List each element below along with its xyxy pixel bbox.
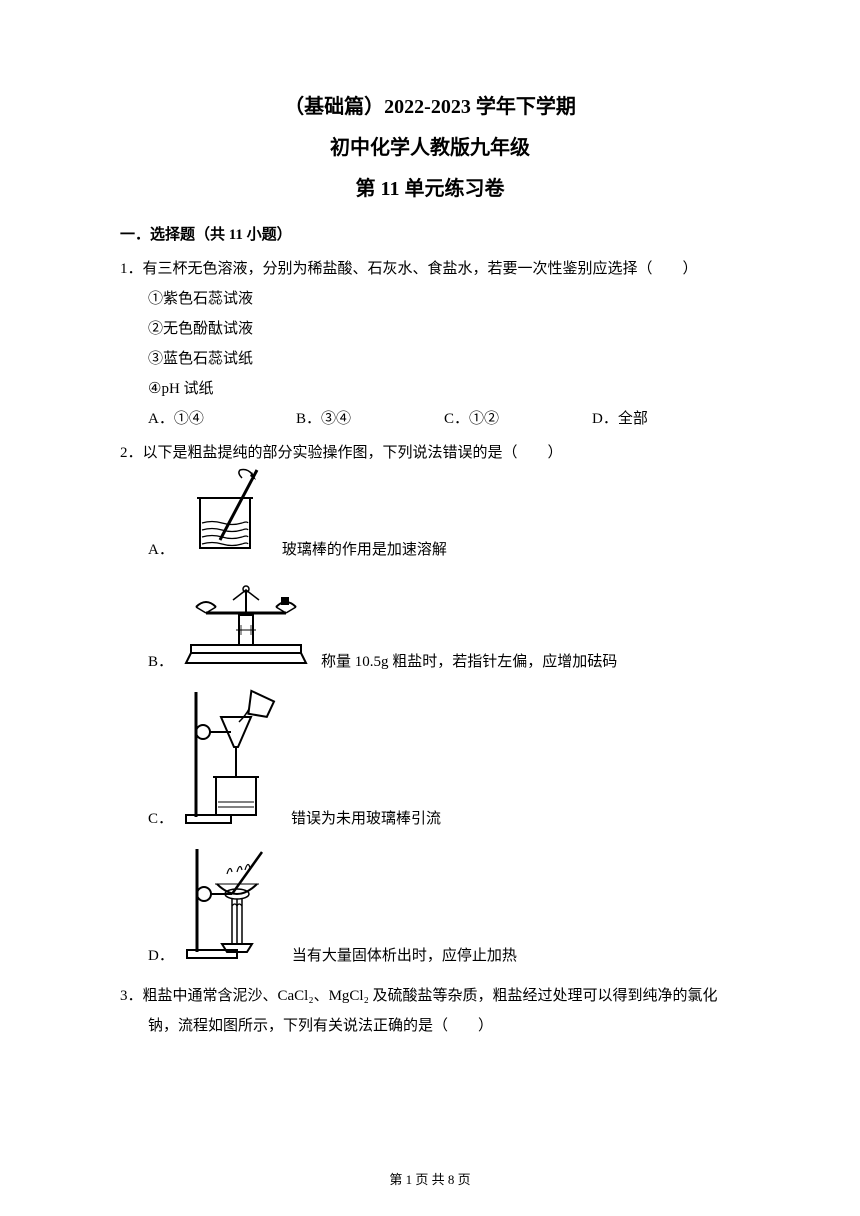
- q1-option-b: B．③④: [296, 404, 444, 434]
- q1-stem: 1．有三杯无色溶液，分别为稀盐酸、石灰水、食盐水，若要一次性鉴别应选择（ ）: [120, 254, 740, 284]
- q1-item-2: ②无色酚酞试液: [120, 314, 740, 344]
- q2-c-label: C．: [148, 804, 173, 838]
- q2-b-label: B．: [148, 647, 173, 681]
- q3-stem-line1: 3．粗盐中通常含泥沙、CaCl₂、MgCl₂ 及硫酸盐等杂质，粗盐经过处理可以得…: [120, 981, 740, 1011]
- title-line-1: （基础篇）2022-2023 学年下学期: [120, 90, 740, 119]
- q2-d-label: D．: [148, 941, 174, 975]
- q1-option-c: C．①②: [444, 404, 592, 434]
- question-1: 1．有三杯无色溶液，分别为稀盐酸、石灰水、食盐水，若要一次性鉴别应选择（ ） ①…: [120, 254, 740, 434]
- q1-item-1: ①紫色石蕊试液: [120, 284, 740, 314]
- evaporation-figure: [182, 844, 282, 975]
- title-line-3: 第 11 单元练习卷: [120, 172, 740, 201]
- q2-option-b: B． 称量 10.5g 粗盐时，若指针: [120, 575, 740, 681]
- q3-stem-line2: 钠，流程如图所示，下列有关说法正确的是（ ）: [120, 1011, 740, 1041]
- q1-option-d: D．全部: [592, 404, 740, 434]
- q2-option-c: C． 错误为未用玻璃棒引流: [120, 687, 740, 838]
- q2-a-desc: 玻璃棒的作用是加速溶解: [282, 535, 447, 569]
- balance-scale-figure: [181, 575, 311, 681]
- q2-b-desc: 称量 10.5g 粗盐时，若指针左偏，应增加砝码: [321, 647, 617, 681]
- q1-option-a: A．①④: [148, 404, 296, 434]
- filtration-figure: [181, 687, 281, 838]
- q1-options: A．①④ B．③④ C．①② D．全部: [120, 404, 740, 434]
- q2-d-desc: 当有大量固体析出时，应停止加热: [292, 941, 517, 975]
- question-2: 2．以下是粗盐提纯的部分实验操作图，下列说法错误的是（ ） A． 玻璃棒的作用是…: [120, 438, 740, 975]
- title-line-2: 初中化学人教版九年级: [120, 131, 740, 160]
- q2-option-d: D． 当有大量固体析出时，应停止加热: [120, 844, 740, 975]
- q2-stem: 2．以下是粗盐提纯的部分实验操作图，下列说法错误的是（ ）: [120, 438, 740, 468]
- page-footer: 第 1 页 共 8 页: [0, 1169, 860, 1188]
- q2-a-label: A．: [148, 535, 174, 569]
- q1-item-4: ④pH 试纸: [120, 374, 740, 404]
- q2-option-a: A． 玻璃棒的作用是加速溶解: [120, 468, 740, 569]
- beaker-stirring-figure: [182, 468, 272, 569]
- q1-item-3: ③蓝色石蕊试纸: [120, 344, 740, 374]
- question-3: 3．粗盐中通常含泥沙、CaCl₂、MgCl₂ 及硫酸盐等杂质，粗盐经过处理可以得…: [120, 981, 740, 1041]
- section-header: 一．选择题（共 11 小题）: [120, 223, 740, 244]
- q2-c-desc: 错误为未用玻璃棒引流: [291, 804, 441, 838]
